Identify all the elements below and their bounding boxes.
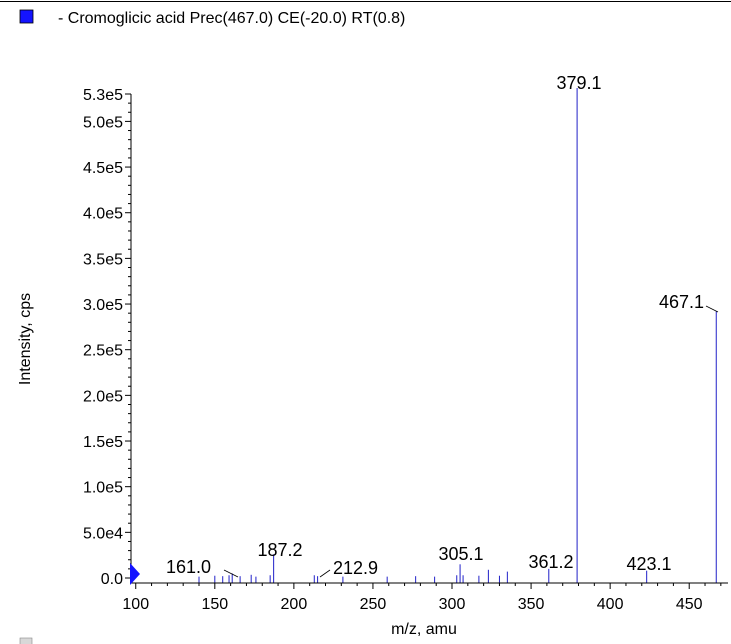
y-tick-label: 5.0e4 (83, 525, 123, 542)
peak-label: 161.0 (166, 557, 211, 577)
legend-label: - Cromoglicic acid Prec(467.0) CE(-20.0)… (58, 10, 405, 27)
y-tick-label: 3.0e5 (83, 297, 123, 314)
origin-marker-icon (130, 563, 140, 585)
y-tick-label: 2.0e5 (83, 388, 123, 405)
peak-label: 187.2 (257, 540, 302, 560)
y-tick-label: 2.5e5 (83, 343, 123, 360)
peak-label: 423.1 (626, 554, 671, 574)
axes: 100 150 200 250 300 350 400 450 0.0 5.0e4 1.0e5 1.5… (83, 87, 728, 613)
x-tick-label: 200 (281, 596, 308, 613)
y-tick-label: 0.0 (101, 571, 123, 588)
peak-label: 379.1 (556, 73, 601, 93)
peak-label: 305.1 (438, 544, 483, 564)
y-tick-label: 1.0e5 (83, 480, 123, 497)
legend-swatch (19, 9, 34, 24)
y-tick-label: 3.5e5 (83, 251, 123, 268)
y-tick-label: 4.5e5 (83, 160, 123, 177)
x-tick-label: 300 (439, 596, 466, 613)
x-tick-label: 100 (122, 596, 149, 613)
y-tick-label: 5.3e5 (83, 87, 123, 104)
y-tick-label: 1.5e5 (83, 434, 123, 451)
legend: - Cromoglicic acid Prec(467.0) CE(-20.0)… (19, 9, 405, 27)
y-tick-label: 4.0e5 (83, 206, 123, 223)
x-tick-label: 450 (676, 596, 703, 613)
y-axis-label: Intensity, cps (17, 293, 34, 385)
peak-label: 212.9 (333, 558, 378, 578)
peak-label: 467.1 (659, 292, 704, 312)
bottom-legend-swatch (19, 637, 33, 644)
peak-label-leader (319, 569, 331, 578)
y-tick-label: 5.0e5 (83, 114, 123, 131)
peaks (198, 88, 717, 583)
peak-label-leader (223, 569, 239, 578)
x-tick-label: 250 (360, 596, 387, 613)
x-tick-label: 400 (597, 596, 624, 613)
peak-label: 361.2 (528, 552, 573, 572)
x-tick-label: 350 (518, 596, 545, 613)
x-tick-label: 150 (201, 596, 228, 613)
x-axis-label: m/z, amu (391, 621, 457, 638)
peak-label-leader (705, 305, 719, 313)
peak-annotations: 161.0 187.2 212.9 305.1 361.2 379.1 423.1 467.1 (166, 73, 719, 578)
